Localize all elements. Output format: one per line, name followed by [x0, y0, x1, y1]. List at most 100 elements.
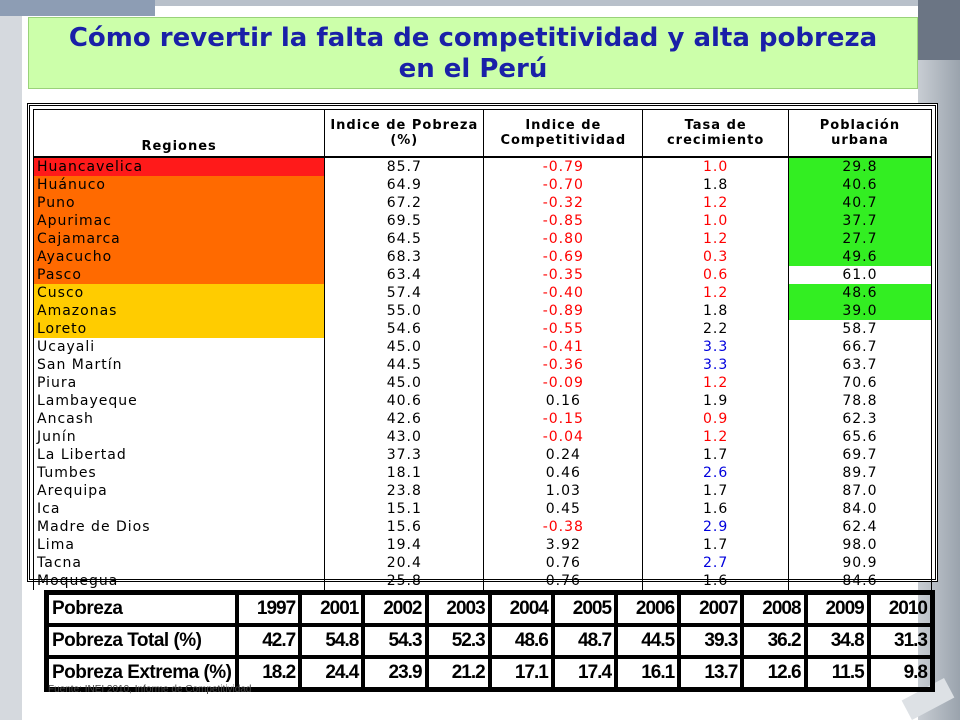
- poblacion-urbana-cell: 65.6: [787, 428, 933, 446]
- pobreza-cell: 15.6: [324, 518, 485, 536]
- competitividad-cell: -0.80: [483, 230, 644, 248]
- poblacion-urbana-cell: 66.7: [787, 338, 933, 356]
- poverty-value-cell: 48.6: [489, 625, 553, 657]
- poblacion-urbana-cell: 98.0: [787, 536, 933, 554]
- poverty-row: Pobreza Total (%) 42.7 54.8 54.3 52.3 48.6 48.…: [47, 625, 932, 657]
- region-name-cell: Ucayali: [32, 338, 326, 356]
- region-name-cell: Tacna: [32, 554, 326, 572]
- poblacion-urbana-cell: 63.7: [787, 356, 933, 374]
- competitividad-cell: -0.40: [483, 284, 644, 302]
- region-name-cell: Junín: [32, 428, 326, 446]
- poverty-row-label: Pobreza Extrema (%): [47, 657, 237, 689]
- region-name-cell: Cajamarca: [32, 230, 326, 248]
- pobreza-cell: 85.7: [324, 157, 485, 176]
- year-header-cell: 2010: [868, 593, 932, 625]
- competitividad-cell: 3.92: [483, 536, 644, 554]
- poverty-value-cell: 17.4: [552, 657, 617, 689]
- table-row: San Martín 44.5 -0.36 3.3 63.7: [32, 356, 933, 374]
- poverty-value-cell: 44.5: [616, 625, 680, 657]
- poverty-value-cell: 12.6: [742, 657, 806, 689]
- poverty-value-cell: 17.1: [489, 657, 553, 689]
- pobreza-cell: 68.3: [324, 248, 485, 266]
- region-name-cell: Ica: [32, 500, 326, 518]
- slide-frame-right-top: [918, 0, 960, 60]
- region-name-cell: Loreto: [32, 320, 326, 338]
- poverty-value-cell: 54.3: [363, 625, 427, 657]
- poblacion-urbana-cell: 69.7: [787, 446, 933, 464]
- poverty-value-cell: 48.7: [552, 625, 617, 657]
- table-row: Huánuco 64.9 -0.70 1.8 40.6: [32, 176, 933, 194]
- crecimiento-cell: 0.3: [642, 248, 789, 266]
- region-name-cell: San Martín: [32, 356, 326, 374]
- year-header-cell: 2009: [805, 593, 869, 625]
- poverty-header-label: Pobreza: [47, 593, 237, 625]
- poverty-value-cell: 16.1: [616, 657, 680, 689]
- crecimiento-cell: 1.2: [642, 194, 789, 212]
- regions-table-frame: Regiones Indice de Pobreza (%) Indice de…: [27, 103, 938, 590]
- year-header-cell: 2002: [363, 593, 427, 625]
- poblacion-urbana-cell: 61.0: [787, 266, 933, 284]
- crecimiento-cell: 1.0: [642, 212, 789, 230]
- slide-frame-left: [0, 0, 22, 720]
- pobreza-cell: 44.5: [324, 356, 485, 374]
- page-title: Cómo revertir la falta de competitividad…: [68, 23, 878, 84]
- table-row: Ucayali 45.0 -0.41 3.3 66.7: [32, 338, 933, 356]
- pobreza-cell: 20.4: [324, 554, 485, 572]
- region-name-cell: Madre de Dios: [32, 518, 326, 536]
- competitividad-cell: -0.35: [483, 266, 644, 284]
- table-row: Apurimac 69.5 -0.85 1.0 37.7: [32, 212, 933, 230]
- competitividad-cell: 0.76: [483, 554, 644, 572]
- competitividad-cell: -0.70: [483, 176, 644, 194]
- table-row: Amazonas 55.0 -0.89 1.8 39.0: [32, 302, 933, 320]
- crecimiento-cell: 1.6: [642, 500, 789, 518]
- region-name-cell: Lambayeque: [32, 392, 326, 410]
- competitividad-cell: -0.69: [483, 248, 644, 266]
- region-name-cell: Ayacucho: [32, 248, 326, 266]
- competitividad-cell: -0.15: [483, 410, 644, 428]
- slide-frame-corner: [0, 0, 155, 16]
- pobreza-cell: 55.0: [324, 302, 485, 320]
- region-name-cell: Huánuco: [32, 176, 326, 194]
- poverty-value-cell: 11.5: [805, 657, 869, 689]
- region-name-cell: Pasco: [32, 266, 326, 284]
- source-note: Fuente: INEI 2010, Informe de Competitiv…: [48, 684, 252, 695]
- pobreza-cell: 43.0: [324, 428, 485, 446]
- crecimiento-cell: 1.8: [642, 176, 789, 194]
- crecimiento-cell: 1.7: [642, 536, 789, 554]
- poblacion-urbana-cell: 58.7: [787, 320, 933, 338]
- crecimiento-cell: 1.8: [642, 302, 789, 320]
- poverty-value-cell: 39.3: [679, 625, 743, 657]
- crecimiento-cell: 1.7: [642, 482, 789, 500]
- poblacion-urbana-cell: 89.7: [787, 464, 933, 482]
- slide-frame-top: [0, 0, 960, 6]
- regions-table: Regiones Indice de Pobreza (%) Indice de…: [32, 109, 933, 590]
- competitividad-cell: -0.04: [483, 428, 644, 446]
- competitividad-cell: 0.46: [483, 464, 644, 482]
- pobreza-cell: 45.0: [324, 374, 485, 392]
- region-name-cell: Huancavelica: [32, 157, 326, 176]
- crecimiento-cell: 2.2: [642, 320, 789, 338]
- crecimiento-cell: 1.2: [642, 428, 789, 446]
- table-row: Cajamarca 64.5 -0.80 1.2 27.7: [32, 230, 933, 248]
- poverty-value-cell: 24.4: [300, 657, 364, 689]
- competitividad-cell: -0.41: [483, 338, 644, 356]
- poverty-table-body: Pobreza 1997 2001 2002 2003 2004 2005 2006 2007 2…: [47, 593, 932, 689]
- year-header-cell: 2001: [300, 593, 364, 625]
- poverty-value-cell: 31.3: [868, 625, 932, 657]
- region-name-cell: Apurimac: [32, 212, 326, 230]
- poblacion-urbana-cell: 84.6: [787, 572, 933, 590]
- crecimiento-cell: 1.0: [642, 157, 789, 176]
- poblacion-urbana-cell: 39.0: [787, 302, 933, 320]
- poverty-row-label: Pobreza Total (%): [47, 625, 237, 657]
- region-name-cell: La Libertad: [32, 446, 326, 464]
- year-header-cell: 2005: [552, 593, 617, 625]
- table-row: Ancash 42.6 -0.15 0.9 62.3: [32, 410, 933, 428]
- regions-table-header: Regiones Indice de Pobreza (%) Indice de…: [32, 109, 933, 158]
- crecimiento-cell: 1.2: [642, 284, 789, 302]
- regions-table-body: Huancavelica 85.7 -0.79 1.0 29.8 Huánuco 64.9-…: [32, 157, 933, 590]
- header-poblacion-urbana: Población urbana: [787, 109, 933, 158]
- crecimiento-cell: 1.6: [642, 572, 789, 590]
- poblacion-urbana-cell: 62.4: [787, 518, 933, 536]
- pobreza-cell: 45.0: [324, 338, 485, 356]
- poblacion-urbana-cell: 27.7: [787, 230, 933, 248]
